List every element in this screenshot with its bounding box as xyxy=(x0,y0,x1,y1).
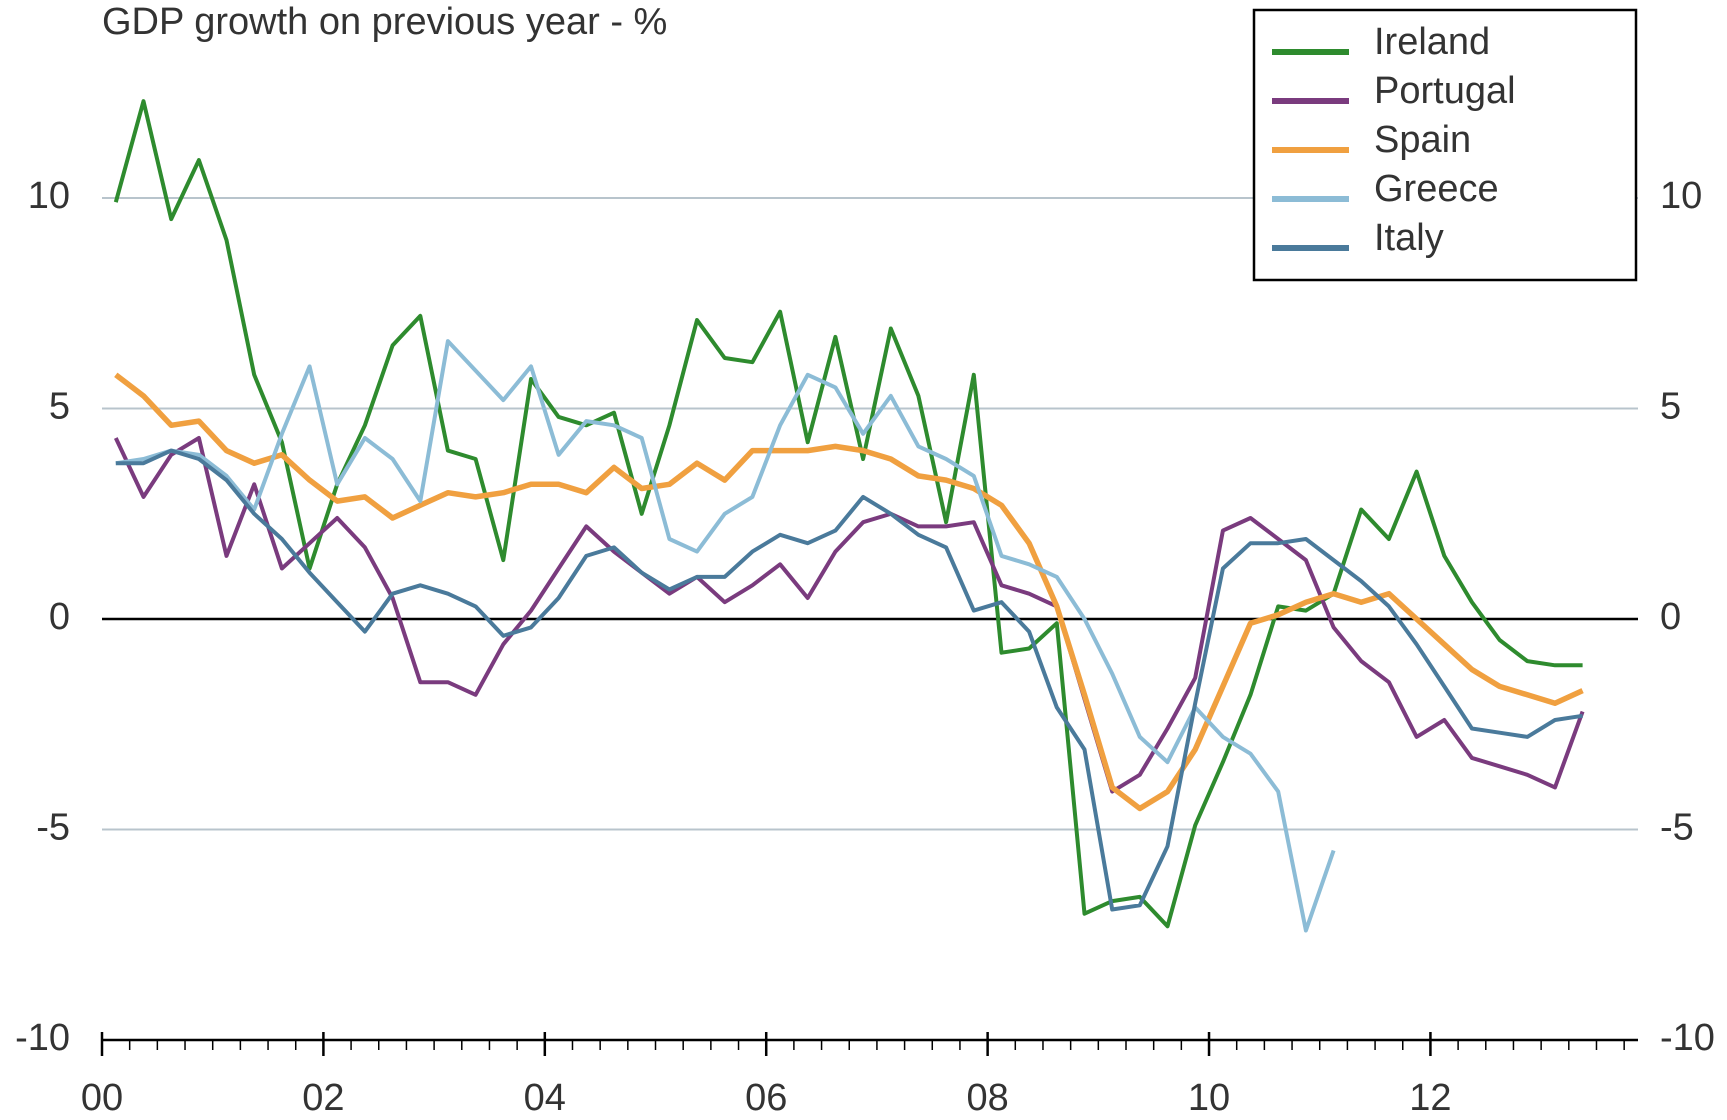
y-tick-label-right: -5 xyxy=(1660,807,1694,849)
y-tick-label-right: 10 xyxy=(1660,175,1702,217)
x-tick-label: 08 xyxy=(966,1077,1008,1119)
legend-label: Ireland xyxy=(1374,21,1490,63)
y-tick-label: 5 xyxy=(49,386,70,428)
legend-label: Greece xyxy=(1374,168,1499,210)
legend-label: Spain xyxy=(1374,119,1471,161)
x-tick-label: 02 xyxy=(302,1077,344,1119)
chart-title: GDP growth on previous year - % xyxy=(102,1,667,43)
x-tick-label: 04 xyxy=(524,1077,566,1119)
y-tick-label: -5 xyxy=(36,807,70,849)
series-line xyxy=(115,448,1583,912)
series-line xyxy=(113,99,1583,929)
x-tick-label: 06 xyxy=(745,1077,787,1119)
x-tick-label: 10 xyxy=(1188,1077,1230,1119)
y-tick-label-right: 0 xyxy=(1660,596,1681,638)
y-tick-label: 0 xyxy=(49,596,70,638)
series-line xyxy=(113,436,1585,794)
y-tick-label: 10 xyxy=(28,175,70,217)
y-tick-label-right: -10 xyxy=(1660,1017,1715,1059)
x-tick-label: 12 xyxy=(1409,1077,1451,1119)
series-line xyxy=(114,372,1584,812)
y-tick-label: -10 xyxy=(15,1017,70,1059)
legend-label: Italy xyxy=(1374,217,1444,259)
series-line xyxy=(115,339,1336,933)
y-tick-label-right: 5 xyxy=(1660,386,1681,428)
legend-label: Portugal xyxy=(1374,70,1516,112)
x-tick-label: 00 xyxy=(81,1077,123,1119)
